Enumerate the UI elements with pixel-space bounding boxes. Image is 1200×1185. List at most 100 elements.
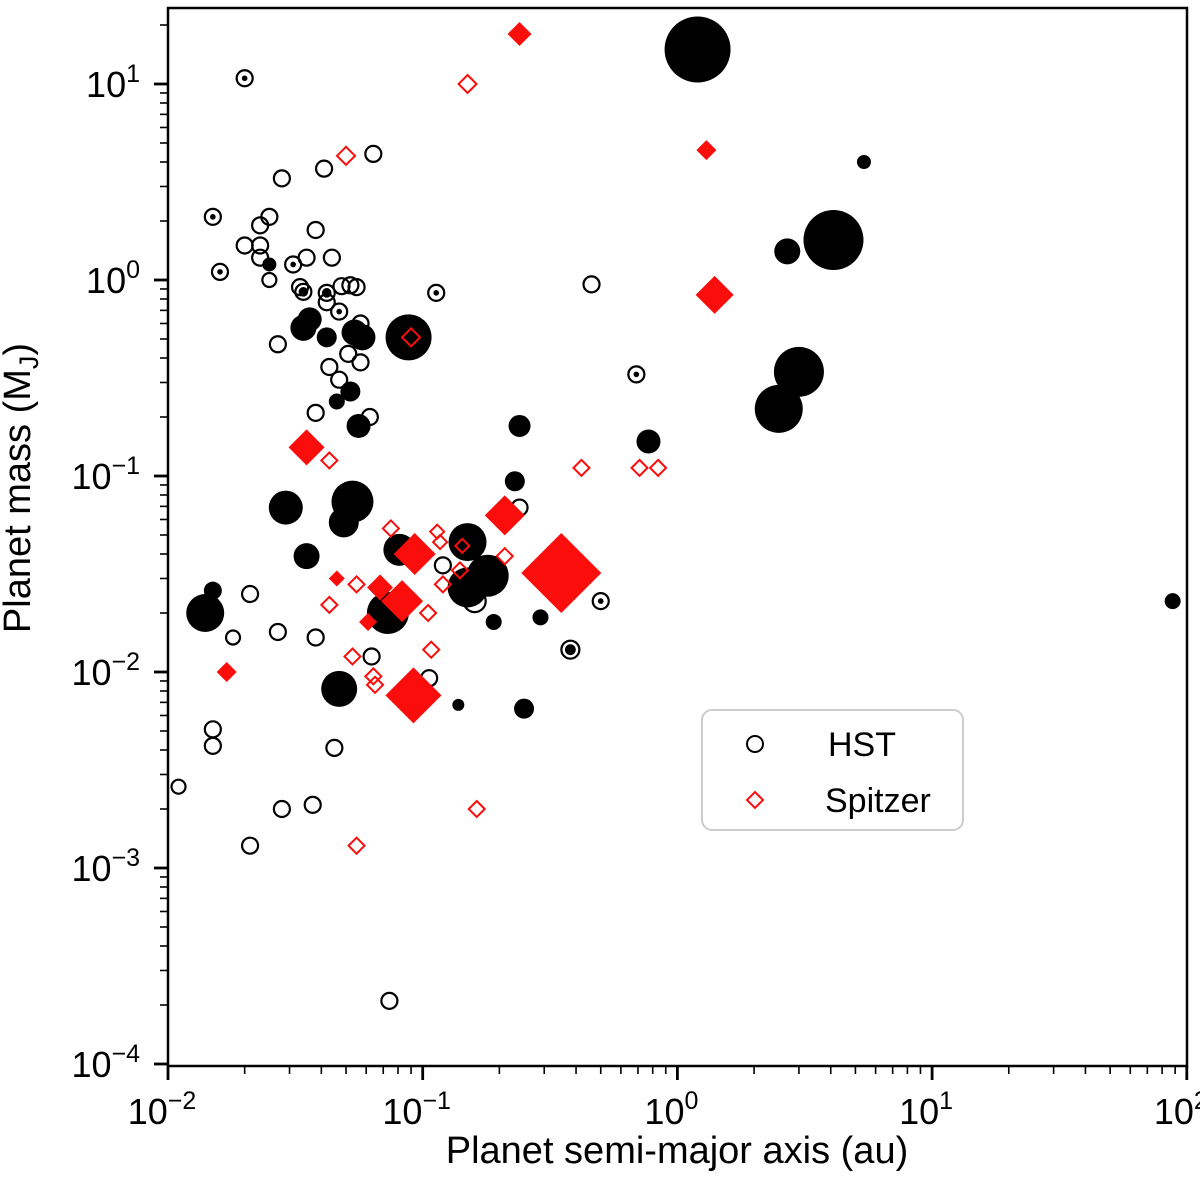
hst-point <box>347 277 366 297</box>
hst-point <box>293 543 320 570</box>
hst-point <box>560 639 581 660</box>
hst-point <box>362 647 381 666</box>
spitzer-point <box>363 666 383 686</box>
legend-spitzer-label: Spitzer <box>825 782 931 820</box>
hst-point <box>330 370 349 389</box>
spitzer-point <box>381 580 424 623</box>
hst-point <box>316 327 337 348</box>
hst-point <box>340 381 361 402</box>
axis-tick-labels: 10−2 10−1 100 101 102 101 100 10−1 10−2 10−3 10−4 <box>71 60 1200 1132</box>
legend-hst-circle-icon <box>746 735 764 753</box>
hst-point <box>290 314 317 341</box>
hst-point <box>203 207 222 226</box>
hst-point-center-dot <box>633 371 640 378</box>
hst-point-center-dot <box>564 644 576 656</box>
spitzer-point <box>319 595 339 615</box>
spitzer-point <box>335 145 357 167</box>
x-tick-label: 10−1 <box>382 1087 451 1132</box>
hst-point-center-dot <box>210 214 216 220</box>
spitzer-point <box>695 275 734 314</box>
hst-point <box>260 207 279 226</box>
hst-point <box>504 471 525 492</box>
spitzer-point <box>453 537 471 555</box>
hst-point <box>251 216 270 235</box>
hst-point <box>317 293 336 312</box>
hst-point <box>306 403 325 422</box>
y-tick-label: 101 <box>86 60 140 105</box>
y-tick-label: 10−1 <box>71 452 140 497</box>
hst-point <box>773 346 824 397</box>
hst-point <box>303 795 322 814</box>
spitzer-point <box>484 495 525 536</box>
plot-area <box>166 6 1189 1068</box>
hst-point <box>508 414 531 437</box>
hst-point <box>532 609 549 626</box>
hst-point <box>485 613 502 630</box>
legend-spitzer-diamond-icon <box>745 790 765 810</box>
hst-point <box>272 799 291 819</box>
hst-point <box>203 736 222 755</box>
y-axis-label-suffix: ) <box>0 343 39 356</box>
spitzer-point <box>431 533 449 551</box>
hst-point <box>240 584 260 604</box>
hst-point <box>297 248 316 267</box>
hst-point <box>261 271 278 289</box>
spitzer-point <box>648 458 668 478</box>
hst-point-center-dot <box>336 308 342 315</box>
spitzer-point <box>288 429 325 466</box>
legend: HST Spitzer <box>701 709 964 831</box>
spitzer-point <box>347 574 366 594</box>
spitzer-point <box>365 675 385 695</box>
hst-point <box>582 275 601 294</box>
spitzer-point <box>421 640 441 660</box>
x-tick-label: 100 <box>644 1087 698 1132</box>
spitzer-point <box>359 612 378 631</box>
y-axis-label-subscript: J <box>14 356 44 370</box>
hst-point-center-dot <box>433 290 440 296</box>
y-tick-label: 10−2 <box>71 648 140 693</box>
axis-ticks <box>154 24 1189 1080</box>
spitzer-point <box>418 603 438 623</box>
hst-point <box>452 698 465 711</box>
spitzer-point <box>343 647 362 666</box>
hst-point <box>427 283 446 302</box>
hst-point <box>322 248 341 267</box>
spitzer-point <box>696 140 717 161</box>
hst-point <box>636 429 661 454</box>
hst-point <box>627 365 646 384</box>
hst-point-center-dot <box>597 598 604 604</box>
legend-box <box>701 709 964 831</box>
spitzer-point <box>216 662 237 682</box>
hst-point <box>268 335 287 354</box>
spitzer-point <box>381 519 401 538</box>
spitzer-point <box>319 451 339 470</box>
hst-point <box>856 154 871 169</box>
spitzer-point <box>507 21 532 46</box>
hst-point <box>306 220 325 240</box>
hst-point <box>321 670 358 707</box>
legend-hst-label: HST <box>828 726 896 764</box>
hst-point <box>268 622 287 642</box>
hst-point <box>754 384 803 433</box>
hst-point <box>328 393 345 410</box>
hst-point <box>325 738 344 757</box>
x-tick-label: 10−2 <box>128 1087 197 1132</box>
hst-point <box>774 238 801 265</box>
hst-point <box>364 144 383 163</box>
spitzer-point <box>433 574 453 594</box>
hst-point <box>235 69 254 88</box>
hst-point <box>294 282 313 301</box>
spitzer-point <box>328 570 345 587</box>
x-tick-label: 102 <box>1154 1087 1200 1132</box>
hst-point <box>664 16 731 83</box>
hst-point <box>385 314 432 361</box>
hst-point <box>351 314 370 333</box>
spitzer-point <box>572 458 591 478</box>
hst-point <box>170 778 187 795</box>
spitzer-point <box>450 560 470 580</box>
hst-point <box>380 991 399 1010</box>
spitzer-point <box>393 532 436 575</box>
spitzer-point <box>400 326 422 348</box>
